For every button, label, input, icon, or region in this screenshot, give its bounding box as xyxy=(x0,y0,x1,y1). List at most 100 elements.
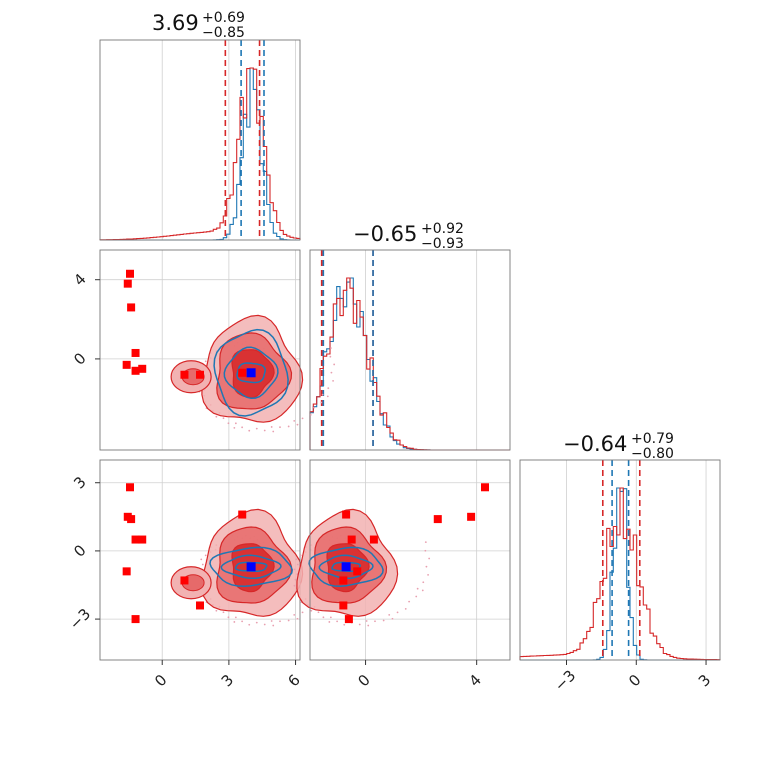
sample-marker xyxy=(369,535,378,544)
title-plus: +0.69 xyxy=(202,10,245,26)
x-tick-label: 0 xyxy=(354,671,373,690)
panel-background xyxy=(310,250,510,450)
sample-marker xyxy=(122,360,131,369)
y-tick-label: 0 xyxy=(70,349,89,368)
panel-border xyxy=(99,249,301,451)
sample-dot xyxy=(416,587,419,590)
sample-marker xyxy=(347,535,356,544)
sample-dot xyxy=(255,621,258,624)
sample-marker xyxy=(138,535,147,544)
sample-dot xyxy=(233,427,236,429)
sample-dot xyxy=(428,557,431,560)
x-tick-label: 0 xyxy=(625,671,644,690)
sample-marker xyxy=(138,364,147,373)
panel-background xyxy=(100,40,300,240)
sample-marker xyxy=(238,368,247,377)
sample-marker xyxy=(126,483,134,492)
x-tick-label: 0 xyxy=(151,671,170,690)
x-tick-label: 3 xyxy=(218,671,237,690)
sample-dot xyxy=(293,613,296,616)
sample-dot xyxy=(204,554,207,557)
sample-marker xyxy=(131,535,140,544)
panel-2-2 xyxy=(309,249,511,451)
sample-dot xyxy=(396,611,399,614)
sample-dot xyxy=(330,371,333,374)
y-tick-label: −3 xyxy=(66,605,94,633)
sample-dot xyxy=(255,427,258,430)
sample-dot xyxy=(287,425,290,428)
title-minus: −0.80 xyxy=(631,446,674,462)
sample-marker xyxy=(481,483,489,492)
sample-dot xyxy=(227,422,230,425)
sample-dot xyxy=(427,573,429,576)
sample-dot xyxy=(425,565,428,568)
sample-dot xyxy=(241,426,244,429)
title-value: 3.69 xyxy=(152,11,199,35)
sample-marker xyxy=(127,303,136,312)
sample-dot xyxy=(299,554,302,557)
x-tick-label: 6 xyxy=(284,671,303,690)
title-minus: −0.93 xyxy=(421,236,464,252)
sample-dot xyxy=(333,363,336,366)
sample-marker xyxy=(238,510,247,519)
sample-dot xyxy=(301,611,304,614)
sample-marker xyxy=(353,567,362,576)
sample-dot xyxy=(332,379,334,382)
sample-marker xyxy=(196,370,204,379)
sample-dot xyxy=(234,422,237,425)
title-minus: −0.85 xyxy=(202,25,245,41)
sample-dot xyxy=(421,589,424,592)
sample-dot xyxy=(270,426,273,428)
sample-dot xyxy=(309,413,312,416)
histogram-red xyxy=(99,67,301,241)
sample-dot xyxy=(234,616,237,619)
sample-dot xyxy=(295,558,298,561)
x-tick-label: 3 xyxy=(695,671,714,690)
sample-dot xyxy=(343,623,346,626)
sample-dot xyxy=(365,620,368,622)
sample-marker xyxy=(131,366,140,375)
y-tick-label: 3 xyxy=(70,473,89,492)
panel-1-1 xyxy=(99,39,301,241)
sample-dot xyxy=(296,563,299,566)
density-contour-blue xyxy=(223,346,279,400)
title-param-3: −0.64 +0.79 −0.80 xyxy=(563,431,674,462)
sample-dot xyxy=(248,623,251,626)
sample-dot xyxy=(293,419,296,422)
sample-dot xyxy=(248,429,251,432)
panel-border xyxy=(519,459,721,661)
sample-dot xyxy=(272,430,275,433)
panel-3-1 xyxy=(99,459,336,661)
panel-border xyxy=(309,459,511,661)
sample-dot xyxy=(313,406,316,409)
sample-dot xyxy=(328,621,331,623)
sample-dot xyxy=(241,620,244,623)
sample-dot xyxy=(408,600,411,603)
title-param-2: −0.65 +0.92 −0.93 xyxy=(353,221,464,252)
sample-dot xyxy=(233,621,236,623)
sample-marker xyxy=(344,615,353,624)
truth-marker xyxy=(246,368,256,378)
sample-dot xyxy=(367,624,370,627)
y-axis-1: 40 xyxy=(70,270,100,369)
sample-dot xyxy=(382,619,385,622)
sample-dot xyxy=(320,401,323,404)
sample-dot xyxy=(391,617,394,620)
sample-dot xyxy=(317,611,320,614)
sample-dot xyxy=(296,617,299,620)
sample-marker xyxy=(127,515,136,524)
sample-dot xyxy=(222,611,225,614)
sample-dot xyxy=(388,613,391,616)
sample-marker xyxy=(342,510,351,519)
panel-border xyxy=(309,249,511,451)
sample-dot xyxy=(272,624,275,627)
x-tick-label: −3 xyxy=(551,666,579,694)
sample-dot xyxy=(329,347,332,349)
sample-dot xyxy=(263,623,266,626)
x-axis-1: 0 3 6 xyxy=(151,660,304,690)
sample-marker xyxy=(131,615,140,624)
x-axis-3: −3 0 3 xyxy=(551,660,714,695)
sample-marker xyxy=(122,567,131,576)
